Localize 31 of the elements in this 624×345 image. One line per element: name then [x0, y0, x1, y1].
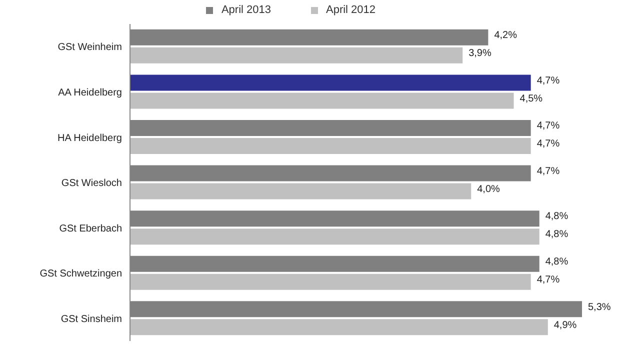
bar	[130, 138, 531, 154]
data-label: 4,9%	[554, 320, 577, 331]
y-tick-label: GSt Wiesloch	[61, 178, 122, 190]
bar	[130, 274, 531, 290]
bar	[130, 74, 531, 91]
data-label: 4,0%	[477, 184, 500, 195]
legend-label: April 2012	[325, 4, 376, 16]
bar	[130, 228, 540, 245]
bar	[130, 92, 514, 109]
data-label: 4,7%	[536, 75, 560, 86]
data-label: 4,8%	[545, 229, 568, 240]
bar	[130, 183, 472, 200]
data-label: 4,7%	[536, 166, 560, 177]
data-label: 4,8%	[545, 256, 568, 268]
data-label: 5,3%	[588, 302, 611, 313]
y-tick-label: GSt Schwetzingen	[40, 268, 122, 280]
data-label: 4,2%	[494, 30, 518, 42]
y-tick-label: GSt Sinsheim	[60, 314, 122, 325]
data-label: 4,7%	[536, 274, 560, 286]
y-tick-label: HA Heidelberg	[58, 132, 122, 144]
data-label: 4,8%	[545, 211, 568, 222]
y-tick-label: GSt Weinheim	[58, 42, 122, 54]
data-label: 4,5%	[520, 93, 543, 104]
legend-label: April 2013	[220, 4, 271, 16]
bar	[130, 47, 463, 64]
bar	[130, 319, 548, 336]
data-label: 3,9%	[468, 48, 492, 60]
data-label: 4,7%	[536, 120, 560, 132]
y-tick-label: AA Heidelberg	[58, 87, 122, 98]
y-tick-label: GSt Eberbach	[59, 223, 122, 234]
data-label: 4,7%	[536, 138, 560, 150]
